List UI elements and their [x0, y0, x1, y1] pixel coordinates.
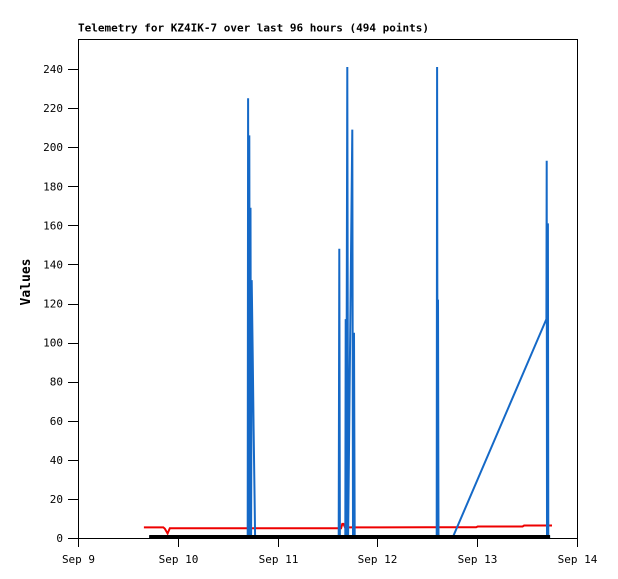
y-tick-label: 100 — [43, 337, 63, 350]
y-tick-label: 80 — [50, 376, 63, 389]
y-tick-label: 120 — [43, 298, 63, 311]
y-tick-label: 20 — [50, 493, 63, 506]
y-tick-label: 0 — [56, 532, 63, 545]
series-channel-blue — [149, 66, 551, 538]
axes-group: 0 20 40 60 80 100 120 140 160 180 200 220 240 Sep 9 Se… — [43, 39, 598, 566]
y-tick-label: 180 — [43, 180, 63, 193]
y-tick-label: 60 — [50, 415, 63, 428]
x-tick-label: Sep 9 — [62, 553, 95, 566]
y-tick-label: 200 — [43, 141, 63, 154]
series-group — [143, 66, 552, 538]
y-tick-label: 220 — [43, 102, 63, 115]
y-tick-label: 40 — [50, 454, 63, 467]
y-tick-label: 240 — [43, 63, 63, 76]
y-tick-label: 160 — [43, 219, 63, 232]
x-tick-label: Sep 10 — [159, 553, 199, 566]
plot-border — [78, 39, 578, 539]
x-tick-label: Sep 13 — [458, 553, 498, 566]
series-channel-red — [143, 522, 552, 536]
y-tick-label: 140 — [43, 258, 63, 271]
x-tick-label: Sep 11 — [259, 553, 299, 566]
x-tick-label: Sep 12 — [358, 553, 398, 566]
x-tick-label: Sep 14 — [558, 553, 598, 566]
y-axis-title: Values — [19, 259, 34, 306]
chart-title: Telemetry for KZ4IK-7 over last 96 hours… — [78, 22, 429, 35]
